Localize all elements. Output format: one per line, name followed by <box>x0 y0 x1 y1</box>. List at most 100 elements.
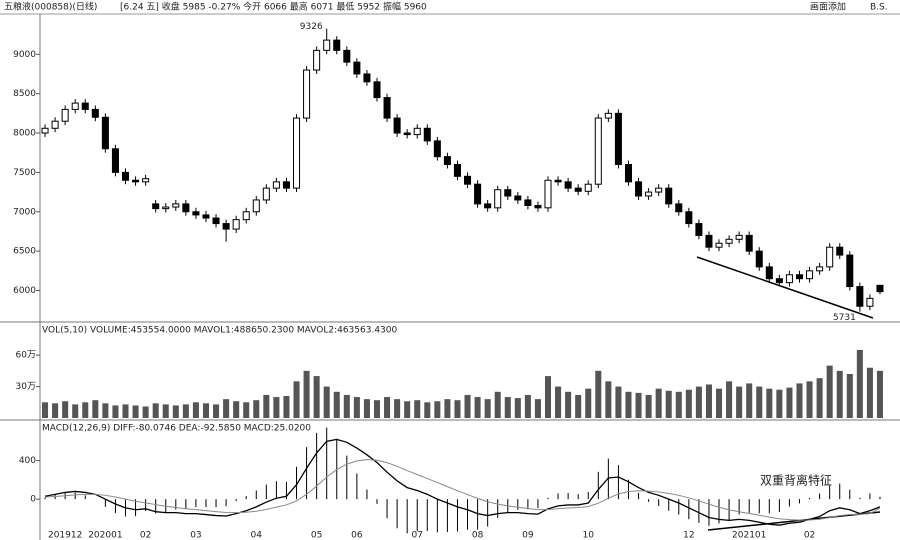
candle-body <box>464 175 472 185</box>
volume-bar <box>555 386 562 418</box>
volume-bar <box>866 367 873 418</box>
candle-body <box>413 127 421 136</box>
candle-body <box>765 266 773 280</box>
volume-bar <box>323 386 330 418</box>
candle-body <box>162 206 170 210</box>
candle-body <box>423 127 431 142</box>
pane-title: VOL(5,10) VOLUME:453554.0000 MAVOL1:4886… <box>42 326 398 336</box>
x-tick-label: 201912 <box>48 531 82 540</box>
y-tick-label: 60万 <box>16 351 36 361</box>
candle-body <box>383 97 391 119</box>
volume-bar <box>122 404 129 418</box>
volume-bar <box>283 396 290 418</box>
security-title: 五粮液(000858)(日线) <box>4 1 97 13</box>
volume-bar <box>394 399 401 418</box>
volume-bar <box>363 399 370 418</box>
peak-label: 9326 <box>300 22 323 32</box>
bs-button[interactable]: B.S. <box>870 3 888 13</box>
x-tick-label: 202001 <box>88 531 122 540</box>
volume-bar <box>856 349 863 418</box>
candle-body <box>745 234 753 252</box>
candle-body <box>142 178 150 183</box>
volume-bar <box>484 399 491 418</box>
volume-bar <box>384 397 391 418</box>
candle-body <box>41 127 49 134</box>
candle-body <box>353 61 361 75</box>
candle-body <box>71 102 79 110</box>
volume-bar <box>675 391 682 418</box>
candle-body <box>544 179 552 209</box>
volume-bar <box>202 403 209 418</box>
x-tick-label: 07 <box>412 531 423 540</box>
candle-body <box>856 286 864 307</box>
candle-body <box>182 203 190 213</box>
volume-bar <box>132 405 139 418</box>
candle-body <box>755 250 763 268</box>
volume-bar <box>464 394 471 418</box>
volume-bar <box>736 386 743 418</box>
candle-body <box>836 246 844 256</box>
x-tick-label: 202101 <box>732 531 766 540</box>
candle-body <box>564 181 572 189</box>
candle-body <box>192 211 200 216</box>
x-tick-label: 08 <box>472 531 484 540</box>
x-tick-label: 03 <box>190 531 201 540</box>
candle-body <box>282 181 290 189</box>
candle-body <box>584 183 592 192</box>
volume-bar <box>685 389 692 418</box>
volume-bar <box>756 386 763 418</box>
candle-body <box>262 187 270 201</box>
candle-body <box>393 117 401 134</box>
x-tick-label: 02 <box>140 531 151 540</box>
x-tick-label: 02 <box>804 531 815 540</box>
candle-body <box>504 189 512 197</box>
macd-trend-line <box>707 511 881 531</box>
x-tick-label: 05 <box>311 531 322 540</box>
candle-body <box>705 234 713 248</box>
candle-body <box>594 117 602 185</box>
candle-body <box>333 39 341 51</box>
volume-bar <box>102 403 109 418</box>
x-tick-label: 06 <box>351 531 363 540</box>
y-tick-label: 30万 <box>16 382 36 392</box>
volume-bar <box>705 384 712 418</box>
candle-body <box>655 187 663 193</box>
dea-line <box>45 459 881 521</box>
candle-body <box>846 254 854 288</box>
y-tick-label: 7500 <box>13 168 36 178</box>
volume-bar <box>434 401 441 418</box>
candle-body <box>806 270 814 280</box>
volume-bar <box>293 381 300 418</box>
candle-body <box>675 203 683 213</box>
volume-bar <box>514 398 521 418</box>
x-tick-label: 09 <box>522 531 534 540</box>
candle-body <box>81 102 89 110</box>
low-label: 5731 <box>833 313 856 323</box>
volume-bar <box>726 381 733 418</box>
add-button[interactable]: 画面添加 <box>810 2 846 13</box>
candle-body <box>101 116 109 150</box>
volume-bar <box>444 399 451 418</box>
volume-bar <box>52 403 59 418</box>
candle-body <box>363 73 371 83</box>
candle-body <box>685 211 693 225</box>
candle-body <box>775 278 783 284</box>
candle-body <box>91 108 99 118</box>
volume-bar <box>806 381 813 418</box>
candle-body <box>574 187 582 192</box>
candle-body <box>252 199 260 213</box>
volume-bar <box>876 370 883 418</box>
candle-body <box>343 49 351 63</box>
candle-body <box>61 108 69 122</box>
candle-body <box>453 164 461 177</box>
candle-body <box>524 199 532 206</box>
volume-bar <box>414 400 421 418</box>
volume-bar <box>766 388 773 418</box>
candle-body <box>725 238 733 244</box>
candle-body <box>222 223 230 230</box>
volume-bar <box>776 389 783 418</box>
volume-bar <box>303 370 310 418</box>
volume-bar <box>655 388 662 418</box>
candle-body <box>816 266 824 272</box>
